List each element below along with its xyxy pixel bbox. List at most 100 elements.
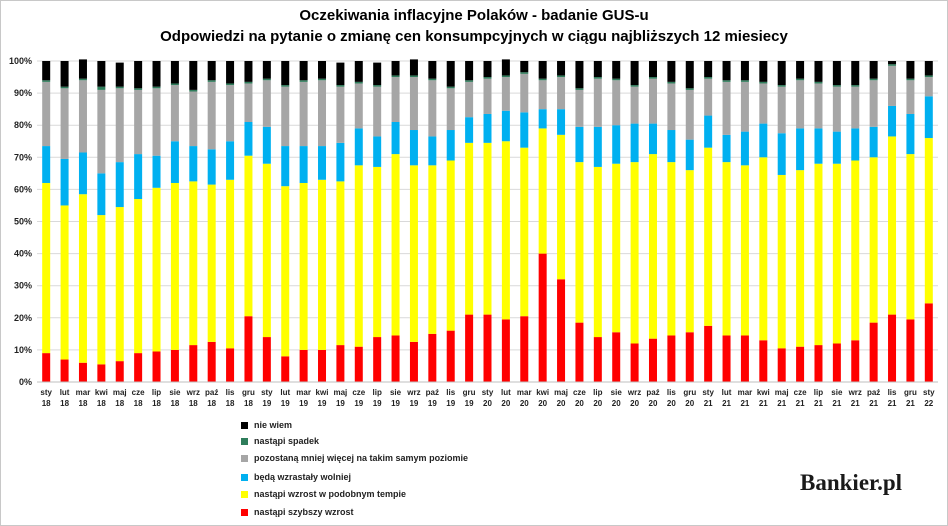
bar-segment	[428, 78, 437, 81]
x-tick-label-month: gru	[463, 388, 476, 397]
bar-segment	[262, 163, 271, 338]
bar-segment	[869, 157, 878, 323]
bar-segment	[851, 160, 860, 341]
bar-segment	[575, 162, 584, 323]
bar-segment	[575, 322, 584, 382]
x-tick-label-month: lip	[593, 388, 602, 397]
bar-segment	[667, 130, 676, 163]
y-tick-label: 0%	[19, 377, 32, 387]
bar-segment	[428, 333, 437, 382]
x-tick-label-year: 20	[649, 399, 658, 408]
x-tick-label-year: 18	[152, 399, 161, 408]
x-tick-label-year: 18	[134, 399, 143, 408]
bar-segment	[226, 141, 235, 180]
bar-segment	[483, 113, 492, 143]
bar-segment	[777, 85, 786, 87]
bar-segment	[244, 83, 253, 122]
bar-segment	[593, 78, 602, 127]
bar-segment	[354, 128, 363, 166]
bar-segment	[446, 160, 455, 331]
bar-segment	[759, 61, 768, 82]
chart-title: Oczekiwania inflacyjne Polaków - badanie…	[299, 7, 649, 24]
bar-segment	[888, 136, 897, 315]
bar-segment	[115, 86, 124, 89]
legend-swatch	[241, 508, 248, 516]
bar-segment	[336, 86, 345, 143]
bar-segment	[60, 88, 69, 159]
bar-segment	[42, 353, 51, 382]
bar-segment	[373, 337, 382, 382]
bar-segment	[501, 77, 510, 111]
bar-segment	[152, 351, 161, 382]
x-tick-label-year: 20	[520, 399, 529, 408]
bar-segment	[152, 61, 161, 87]
bar-segment	[391, 61, 400, 76]
bar-segment	[704, 325, 713, 382]
bar-segment	[446, 61, 455, 87]
bar-segment	[685, 61, 694, 89]
bar-segment	[924, 96, 933, 139]
x-tick-label-year: 18	[115, 399, 124, 408]
bar-segment	[575, 126, 584, 163]
x-tick-label-month: sty	[40, 388, 52, 397]
bar-segment	[722, 335, 731, 382]
bar-segment	[722, 81, 731, 135]
bar-segment	[281, 86, 290, 147]
x-tick-label-month: lip	[814, 388, 823, 397]
x-tick-label-month: paź	[867, 388, 880, 397]
x-tick-label-month: kwi	[95, 388, 108, 397]
bar-segment	[189, 345, 198, 382]
x-tick-label-year: 21	[888, 399, 897, 408]
bar-segment	[428, 165, 437, 334]
bar-segment	[299, 182, 308, 350]
x-tick-label-year: 18	[226, 399, 235, 408]
bar-segment	[575, 88, 584, 90]
x-tick-label-year: 21	[851, 399, 860, 408]
bar-segment	[648, 154, 657, 339]
x-tick-label-month: lut	[60, 388, 70, 397]
bar-segment	[667, 162, 676, 336]
x-tick-label-month: kwi	[757, 388, 770, 397]
bar-segment	[97, 61, 106, 87]
bar-segment	[630, 162, 639, 344]
x-tick-label-month: lis	[226, 388, 235, 397]
bar-segment	[722, 61, 731, 81]
x-tick-label-year: 21	[869, 399, 878, 408]
bar-segment	[207, 149, 216, 185]
x-tick-label-month: maj	[775, 388, 789, 397]
bar-segment	[281, 146, 290, 187]
bar-segment	[391, 335, 400, 382]
bar-segment	[557, 279, 566, 382]
bar-segment	[832, 85, 841, 87]
bar-segment	[906, 319, 915, 382]
bar-segment	[685, 332, 694, 382]
bar-segment	[262, 61, 271, 79]
bar-segment	[446, 130, 455, 161]
bar-segment	[722, 162, 731, 336]
bar-segment	[777, 348, 786, 382]
bar-segment	[78, 362, 87, 382]
legend-swatch	[241, 437, 248, 445]
legend-swatch	[241, 421, 248, 429]
bar-segment	[428, 136, 437, 166]
y-tick-label: 50%	[14, 217, 32, 227]
bar-segment	[428, 80, 437, 137]
bar-segment	[78, 194, 87, 363]
bar-segment	[557, 75, 566, 78]
bar-segment	[354, 61, 363, 82]
x-tick-label-year: 20	[667, 399, 676, 408]
bar-segment	[281, 356, 290, 382]
bar-segment	[906, 61, 915, 79]
bar-segment	[409, 341, 418, 382]
bar-segment	[42, 80, 51, 82]
bar-segment	[630, 343, 639, 382]
bar-segment	[612, 125, 621, 164]
bar-segment	[814, 128, 823, 164]
x-tick-label-month: lis	[667, 388, 676, 397]
bar-segment	[483, 314, 492, 382]
bar-segment	[115, 207, 124, 362]
bar-segment	[740, 165, 749, 336]
legend-item: będą wzrastały wolniej	[241, 470, 351, 484]
bar-segment	[538, 253, 547, 382]
